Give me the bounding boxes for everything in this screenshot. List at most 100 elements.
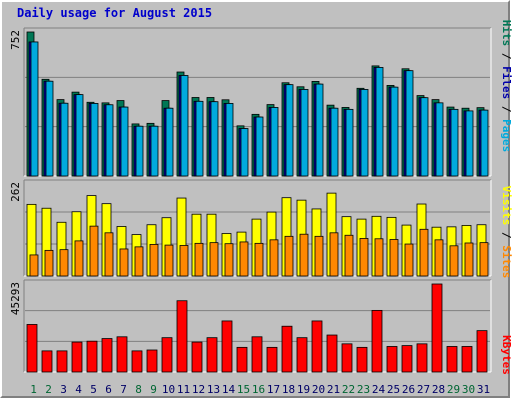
x-axis-day-label: 17 xyxy=(267,383,280,396)
x-axis-day-label: 26 xyxy=(402,383,415,396)
sites-bar xyxy=(194,242,204,277)
kbytes-bar xyxy=(461,346,473,373)
sites-bar xyxy=(284,235,294,277)
kbytes-bar xyxy=(206,337,218,373)
x-axis-day-label: 20 xyxy=(312,383,325,396)
legend-pages: Pages xyxy=(500,119,512,152)
pages-bar xyxy=(60,102,69,177)
pages-bar xyxy=(90,103,99,177)
kbytes-bar xyxy=(26,324,38,373)
legend-visits: Visits xyxy=(500,186,512,226)
legend-sites: Sites xyxy=(500,245,512,278)
legend-panel-2: Visits / Sites xyxy=(500,186,512,279)
x-axis-day-label: 6 xyxy=(105,383,112,396)
x-axis-day-label: 25 xyxy=(387,383,400,396)
sites-bar xyxy=(179,245,189,277)
sites-bar xyxy=(254,242,264,277)
sites-bar xyxy=(269,239,279,277)
kbytes-bar xyxy=(401,345,413,373)
sites-bar xyxy=(134,246,144,277)
sites-bar xyxy=(74,240,84,277)
kbytes-bar xyxy=(86,340,98,373)
x-axis-day-label: 13 xyxy=(207,383,220,396)
x-axis-day-label: 23 xyxy=(357,383,370,396)
sites-bar xyxy=(389,239,399,277)
pages-bar xyxy=(225,103,234,177)
chart-title: Daily usage for August 2015 xyxy=(17,6,213,20)
x-axis-day-label: 5 xyxy=(90,383,97,396)
pages-bar xyxy=(390,86,399,177)
kbytes-bar xyxy=(101,338,113,373)
pages-bar xyxy=(300,89,309,177)
kbytes-bar xyxy=(176,300,188,373)
x-axis-day-label: 22 xyxy=(342,383,355,396)
kbytes-bar xyxy=(56,350,68,373)
pages-bar xyxy=(480,109,489,177)
sites-bar xyxy=(329,232,339,277)
pages-bar xyxy=(210,101,219,177)
sites-bar xyxy=(449,245,459,277)
x-axis-day-label: 10 xyxy=(162,383,175,396)
x-axis-day-label: 28 xyxy=(432,383,445,396)
sites-bar xyxy=(479,242,489,277)
legend-panel-3: KBytes xyxy=(500,335,512,375)
pages-bar xyxy=(270,107,279,177)
kbytes-bar xyxy=(251,336,263,373)
sites-bar xyxy=(224,243,234,277)
x-axis-day-label: 11 xyxy=(177,383,190,396)
sites-bar xyxy=(164,244,174,277)
kbytes-bar xyxy=(266,346,278,373)
kbytes-bar xyxy=(71,341,83,373)
kbytes-bar xyxy=(146,349,158,373)
pages-bar xyxy=(450,108,459,177)
pages-bar xyxy=(375,67,384,177)
kbytes-bar xyxy=(161,337,173,373)
pages-bar xyxy=(345,108,354,177)
sites-bar xyxy=(119,248,129,277)
x-axis-day-label: 29 xyxy=(447,383,460,396)
kbytes-bar xyxy=(341,343,353,373)
x-axis-day-label: 16 xyxy=(252,383,265,396)
sites-bar xyxy=(419,228,429,277)
x-axis-day-label: 30 xyxy=(462,383,475,396)
x-axis-day-label: 4 xyxy=(75,383,82,396)
legend-files: Files xyxy=(500,66,512,99)
sites-bar xyxy=(404,243,414,277)
x-axis-day-label: 8 xyxy=(135,383,142,396)
kbytes-bar xyxy=(386,346,398,373)
pages-bar xyxy=(330,107,339,177)
kbytes-bar xyxy=(41,350,53,373)
pages-bar xyxy=(195,100,204,177)
x-axis-day-label: 15 xyxy=(237,383,250,396)
kbytes-bar xyxy=(356,346,368,373)
x-axis-day-label: 19 xyxy=(297,383,310,396)
pages-bar xyxy=(360,89,369,177)
pages-bar xyxy=(120,106,129,177)
kbytes-bar xyxy=(416,343,428,373)
sites-bar xyxy=(29,254,39,277)
sites-bar xyxy=(209,242,219,277)
pages-bar xyxy=(45,80,54,177)
kbytes-bar xyxy=(191,341,203,373)
pages-bar xyxy=(285,84,294,177)
x-axis-day-label: 21 xyxy=(327,383,340,396)
kbytes-bar xyxy=(131,350,143,373)
pages-bar xyxy=(255,116,264,177)
pages-bar xyxy=(405,70,414,177)
kbytes-bar xyxy=(296,337,308,373)
y-axis-max-label: 45293 xyxy=(9,282,22,315)
y-axis-max-label: 262 xyxy=(9,182,22,202)
legend-panel-1: Hits / Files / Pages xyxy=(500,20,512,153)
x-axis-day-label: 1 xyxy=(30,383,37,396)
kbytes-bar xyxy=(371,309,383,373)
pages-bar xyxy=(240,128,249,177)
pages-bar xyxy=(30,41,39,177)
pages-bar xyxy=(105,104,114,177)
sites-bar xyxy=(149,243,159,277)
sites-bar xyxy=(464,242,474,277)
x-axis-day-label: 9 xyxy=(150,383,157,396)
x-axis-day-label: 24 xyxy=(372,383,386,396)
pages-bar xyxy=(165,107,174,177)
x-axis-day-label: 2 xyxy=(45,383,52,396)
